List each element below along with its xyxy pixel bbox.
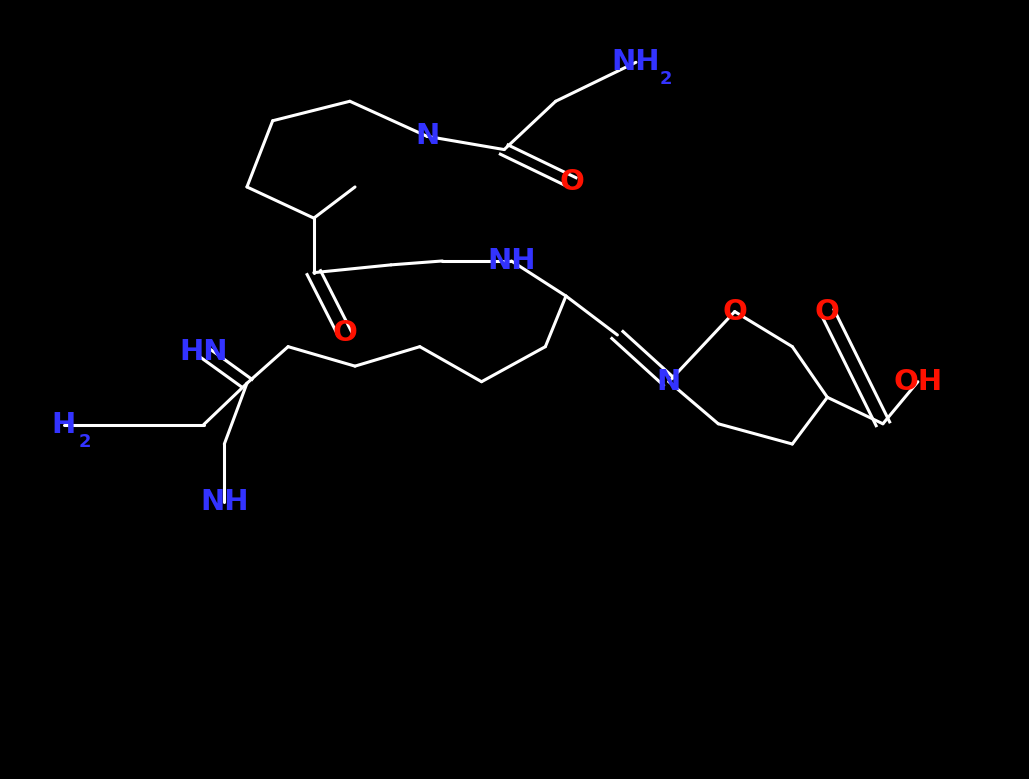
Text: H: H bbox=[51, 411, 76, 439]
Text: 2: 2 bbox=[660, 70, 672, 89]
Text: O: O bbox=[722, 298, 747, 326]
Text: O: O bbox=[332, 319, 357, 347]
Text: HN: HN bbox=[179, 338, 228, 366]
Text: O: O bbox=[815, 298, 840, 326]
Text: NH: NH bbox=[200, 488, 249, 516]
Text: N: N bbox=[415, 122, 439, 150]
Text: 2: 2 bbox=[78, 432, 91, 451]
Text: OH: OH bbox=[893, 368, 943, 396]
Text: NH: NH bbox=[487, 247, 536, 275]
Text: O: O bbox=[560, 168, 584, 196]
Text: NH: NH bbox=[611, 48, 661, 76]
Text: N: N bbox=[657, 368, 681, 396]
